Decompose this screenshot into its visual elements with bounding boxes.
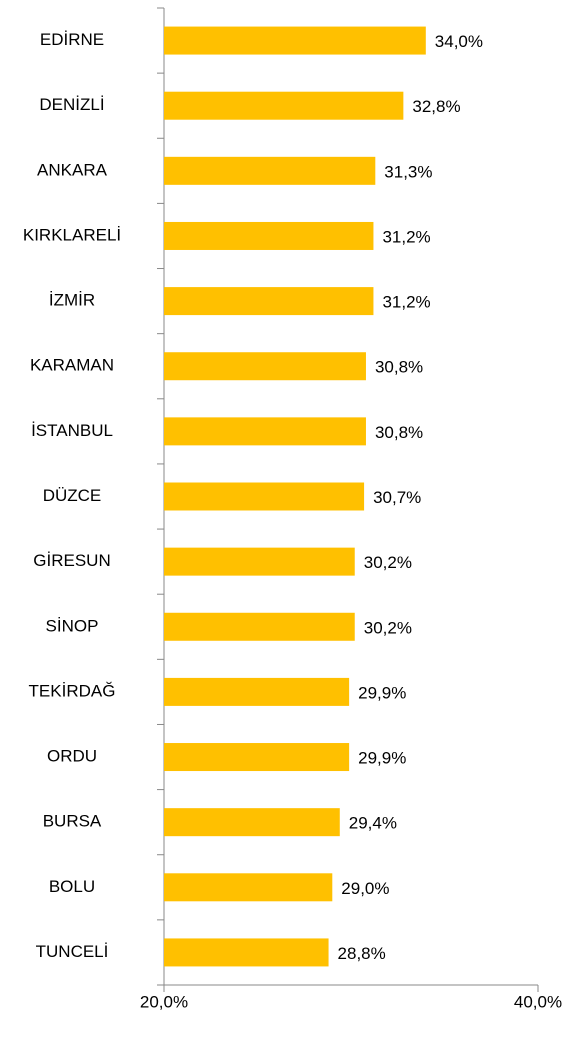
y-tick-label: KARAMAN — [30, 356, 114, 375]
bar — [164, 221, 374, 250]
y-tick-label: TUNCELİ — [36, 942, 109, 961]
bar — [164, 26, 426, 55]
y-tick-label: EDİRNE — [40, 30, 104, 49]
value-label: 30,8% — [375, 423, 423, 442]
y-tick-label: GİRESUN — [33, 551, 110, 570]
bar — [164, 743, 350, 772]
bar — [164, 677, 350, 706]
y-tick-label: KIRKLARELİ — [23, 225, 121, 244]
y-tick-label: ORDU — [47, 747, 97, 766]
bar — [164, 938, 329, 967]
value-label: 31,3% — [384, 162, 432, 181]
value-label: 29,0% — [341, 879, 389, 898]
value-label: 28,8% — [338, 944, 386, 963]
bar — [164, 873, 333, 902]
value-label: 30,7% — [373, 488, 421, 507]
y-tick-label: SİNOP — [46, 616, 99, 635]
bar — [164, 417, 366, 446]
bar — [164, 287, 374, 316]
value-label: 30,2% — [364, 618, 412, 637]
x-tick-label: 20,0% — [140, 992, 188, 1011]
y-tick-label: BURSA — [43, 812, 102, 831]
x-tick-label: 40,0% — [514, 992, 562, 1011]
y-tick-label: TEKİRDAĞ — [29, 681, 116, 700]
value-label: 29,9% — [358, 749, 406, 768]
y-tick-label: BOLU — [49, 877, 95, 896]
value-label: 31,2% — [382, 293, 430, 312]
value-label: 29,9% — [358, 683, 406, 702]
bar — [164, 156, 376, 185]
y-tick-label: ANKARA — [37, 160, 108, 179]
value-label: 34,0% — [435, 32, 483, 51]
bar — [164, 612, 355, 641]
bar — [164, 482, 365, 511]
y-tick-label: DÜZCE — [43, 486, 102, 505]
value-label: 31,2% — [382, 227, 430, 246]
y-tick-label: İZMİR — [49, 291, 95, 310]
value-label: 30,8% — [375, 358, 423, 377]
y-tick-label: İSTANBUL — [31, 421, 113, 440]
value-label: 30,2% — [364, 553, 412, 572]
value-label: 29,4% — [349, 814, 397, 833]
bar — [164, 352, 366, 381]
value-label: 32,8% — [412, 97, 460, 116]
bar — [164, 91, 404, 120]
bar — [164, 547, 355, 576]
y-tick-label: DENİZLİ — [39, 95, 104, 114]
bar — [164, 808, 340, 837]
